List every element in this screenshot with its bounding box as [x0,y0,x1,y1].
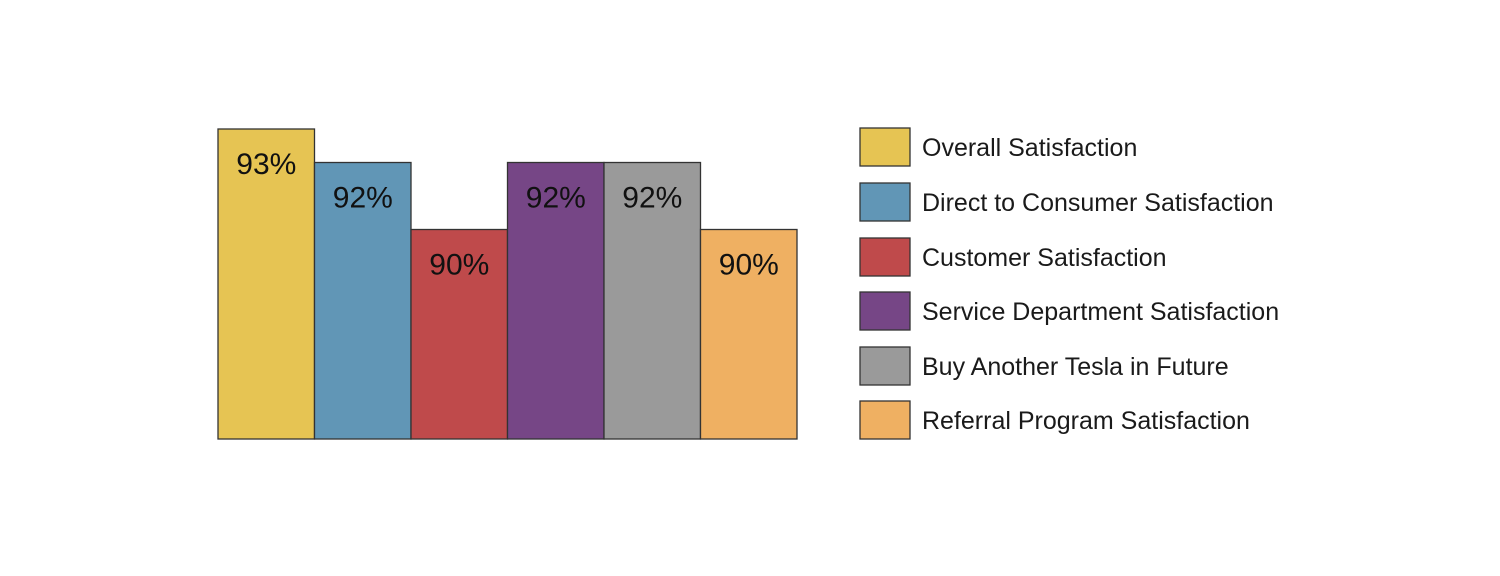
bar-1 [217,128,316,440]
legend-swatch-2 [859,182,911,222]
legend-label-1: Overall Satisfaction [922,134,1137,162]
legend-label-3: Customer Satisfaction [922,244,1167,272]
bar-value-label-1: 93% [236,148,296,181]
bar-3 [410,228,509,440]
bar-value-label-3: 90% [429,249,489,282]
legend-label-2: Direct to Consumer Satisfaction [922,189,1274,217]
legend-swatch-1 [859,127,911,167]
bar-6 [699,228,798,440]
legend: Overall Satisfaction Direct to Consumer S… [859,127,1279,440]
legend-label-6: Referral Program Satisfaction [922,407,1250,435]
legend-swatch-3 [859,237,911,277]
bar-4 [506,161,605,440]
legend-swatch-4 [859,291,911,331]
legend-swatch-6 [859,400,911,440]
value-labels-group: 93% 92% 90% 92% 92% 90% [236,148,779,282]
bar-value-label-2: 92% [333,182,393,215]
bar-5 [603,161,702,440]
bar-value-label-6: 90% [719,249,779,282]
legend-label-4: Service Department Satisfaction [922,298,1279,326]
legend-swatch-5 [859,346,911,386]
bar-2 [313,161,412,440]
bars-group [217,128,798,440]
bar-value-label-5: 92% [622,182,682,215]
legend-label-5: Buy Another Tesla in Future [922,353,1229,381]
bar-value-label-4: 92% [526,182,586,215]
